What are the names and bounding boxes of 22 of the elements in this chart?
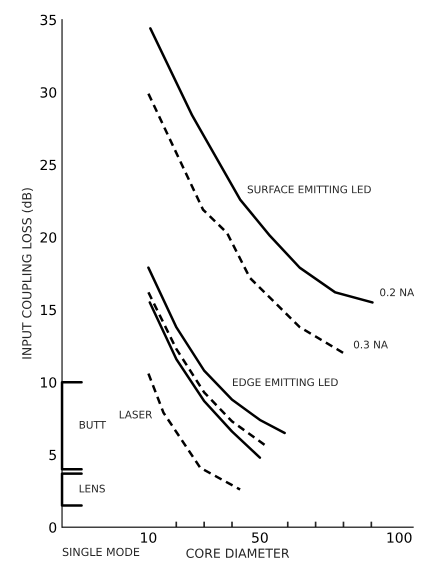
y-tick-label: 25 [40, 160, 56, 170]
y-tick-label: 5 [49, 450, 56, 460]
annotation: LENS [80, 484, 105, 493]
y-tick-label: 20 [40, 232, 56, 243]
annotation: SURFACE EMITTING LED [248, 185, 371, 194]
x-axis-title: CORE DIAMETER [186, 548, 290, 558]
y-tick-label: 35 [40, 14, 56, 26]
x-tick-label: 10 [141, 532, 156, 543]
annotation: 0.3 NA [354, 340, 388, 348]
y-tick-label: 15 [41, 304, 56, 316]
y-axis-title: INPUT COUPLING LOSS (dB) [22, 188, 33, 359]
annotation: EDGE EMITTING LED [233, 378, 338, 386]
line-series [149, 27, 374, 304]
annotation: 0.2 NA [380, 288, 414, 296]
y-tick-label: 10 [41, 377, 56, 388]
y-tick-label: 30 [40, 87, 56, 98]
annotation: BUTT [80, 421, 106, 429]
x-tick-label: 100 [387, 532, 412, 543]
y-tick-label: 0 [49, 522, 56, 533]
text: SINGLE MODE [62, 548, 140, 556]
x-tick-label: 50 [252, 532, 268, 543]
annotation: LASER [120, 410, 152, 418]
